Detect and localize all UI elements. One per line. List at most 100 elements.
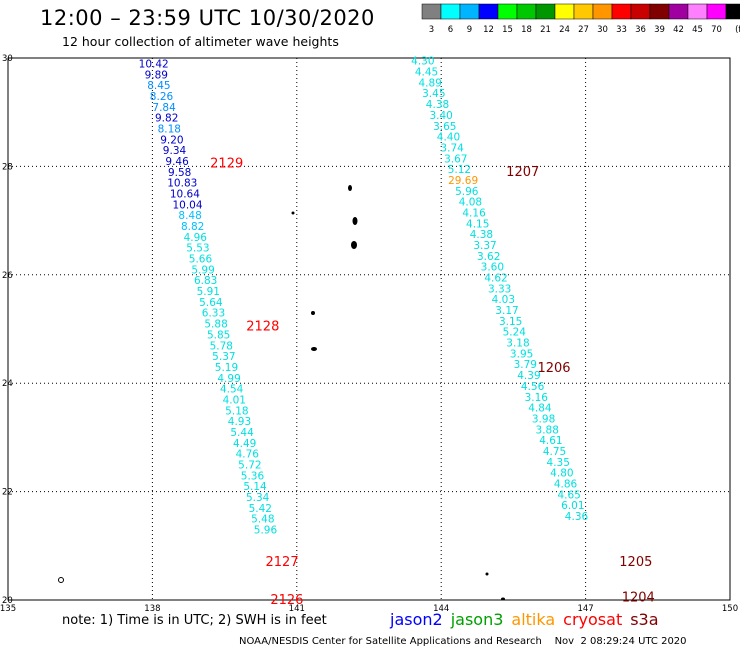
swh-value: 6.83 xyxy=(194,275,217,287)
swh-value: 4.15 xyxy=(466,218,489,230)
credit-line: NOAA/NESDIS Center for Satellite Applica… xyxy=(239,636,687,647)
swh-value: 4.56 xyxy=(521,381,545,393)
swh-value: 3.98 xyxy=(532,413,555,425)
lon-tick-label: 135 xyxy=(0,604,16,614)
swh-value: 5.53 xyxy=(186,243,209,255)
track-id-label: 2126 xyxy=(270,593,303,608)
altimeter-tracks: 10.429.898.458.267.849.828.189.209.349.4… xyxy=(139,56,655,608)
swh-value: 4.96 xyxy=(184,232,208,244)
swh-value: 8.48 xyxy=(178,210,201,222)
track-id-label: 2127 xyxy=(266,555,299,570)
island-shape xyxy=(311,347,317,351)
scale-swatch xyxy=(611,3,632,20)
scale-swatch xyxy=(421,3,442,20)
scale-swatch xyxy=(573,3,594,20)
scale-label: 70 xyxy=(711,25,722,35)
scale-label: 3 xyxy=(429,25,434,35)
swh-value: 5.24 xyxy=(503,327,527,339)
track-id-label: 2128 xyxy=(246,319,279,334)
island-shape xyxy=(311,311,315,315)
swh-value: 3.45 xyxy=(422,88,445,100)
swh-value: 5.66 xyxy=(189,254,213,266)
scale-label: 39 xyxy=(654,25,665,35)
swh-value: 8.82 xyxy=(181,221,204,233)
swh-value: 4.36 xyxy=(565,511,589,523)
island-shape xyxy=(501,597,505,601)
swh-value: 4.35 xyxy=(547,457,570,469)
track-id-label: 1206 xyxy=(537,361,570,376)
scale-swatch xyxy=(478,3,499,20)
track-id-label: 1204 xyxy=(622,590,655,605)
swh-value: 5.88 xyxy=(204,319,227,331)
island-shape xyxy=(348,185,352,191)
swh-value: 4.76 xyxy=(236,449,260,461)
swh-value: 4.49 xyxy=(233,438,256,450)
swh-value: 3.37 xyxy=(473,240,496,252)
swh-value: 8.45 xyxy=(147,80,170,92)
swh-value: 4.08 xyxy=(459,197,482,209)
scale-label: (ft) xyxy=(735,25,740,35)
swh-value: 3.15 xyxy=(499,316,522,328)
swh-value: 5.14 xyxy=(243,481,267,493)
scale-label: 24 xyxy=(559,25,570,35)
swh-value: 3.67 xyxy=(444,153,467,165)
swh-value: 3.74 xyxy=(440,142,464,154)
scale-swatch xyxy=(649,3,670,20)
scale-swatch xyxy=(687,3,708,20)
swh-value: 4.89 xyxy=(418,77,441,89)
scale-label: 45 xyxy=(692,25,703,35)
swh-value: 5.34 xyxy=(246,492,270,504)
swh-value: 3.79 xyxy=(514,359,537,371)
swh-value: 4.54 xyxy=(220,384,244,396)
scale-swatch xyxy=(516,3,537,20)
swh-value: 4.03 xyxy=(492,294,515,306)
swh-value: 5.96 xyxy=(254,525,278,537)
track-id-label: 1207 xyxy=(506,165,539,180)
scale-label: 33 xyxy=(616,25,627,35)
swh-value: 7.84 xyxy=(152,102,176,114)
swh-value: 4.62 xyxy=(484,273,507,285)
swh-value: 4.40 xyxy=(437,132,460,144)
map-frame xyxy=(7,57,731,601)
map-border xyxy=(7,57,731,601)
lat-tick-label: 26 xyxy=(2,271,13,281)
map-subtitle: 12 hour collection of altimeter wave hei… xyxy=(62,34,339,49)
swh-value: 3.40 xyxy=(429,110,452,122)
swh-value: 5.85 xyxy=(207,329,230,341)
track-id-label: 2129 xyxy=(210,157,243,172)
track-id-label: 1205 xyxy=(619,555,652,570)
swh-value: 5.99 xyxy=(191,264,214,276)
swh-value: 5.96 xyxy=(455,186,479,198)
swh-value: 9.46 xyxy=(165,156,189,168)
lon-tick-label: 150 xyxy=(722,604,738,614)
swh-value: 3.62 xyxy=(477,251,500,263)
island-markers xyxy=(58,185,505,601)
swh-value: 4.30 xyxy=(411,56,434,68)
satellite-legend-item: altika xyxy=(511,610,556,629)
scale-swatch xyxy=(497,3,518,20)
lat-tick-label: 24 xyxy=(2,379,13,389)
swh-value: 4.99 xyxy=(217,373,240,385)
island-shape xyxy=(291,211,295,215)
swh-value: 4.01 xyxy=(223,394,246,406)
lon-tick-label: 138 xyxy=(144,604,160,614)
swh-value: 4.65 xyxy=(557,489,580,501)
island-shape xyxy=(58,577,64,583)
scale-swatch xyxy=(440,3,461,20)
swh-value: 3.60 xyxy=(481,262,504,274)
island-shape xyxy=(485,572,489,576)
swh-value: 5.48 xyxy=(251,514,274,526)
swh-value: 10.04 xyxy=(172,199,202,211)
scale-label: 15 xyxy=(502,25,513,35)
scale-label: 21 xyxy=(540,25,551,35)
swh-value: 9.58 xyxy=(168,167,191,179)
swh-value: 4.84 xyxy=(528,403,552,415)
scale-label: 6 xyxy=(448,25,453,35)
swh-value: 9.89 xyxy=(145,69,168,81)
swh-value: 3.95 xyxy=(510,348,533,360)
swh-value: 3.17 xyxy=(495,305,518,317)
satellite-legend: jason2 jason3 altika cryosat s3a xyxy=(390,610,667,629)
scale-swatch xyxy=(592,3,613,20)
swh-value: 5.72 xyxy=(238,460,261,472)
